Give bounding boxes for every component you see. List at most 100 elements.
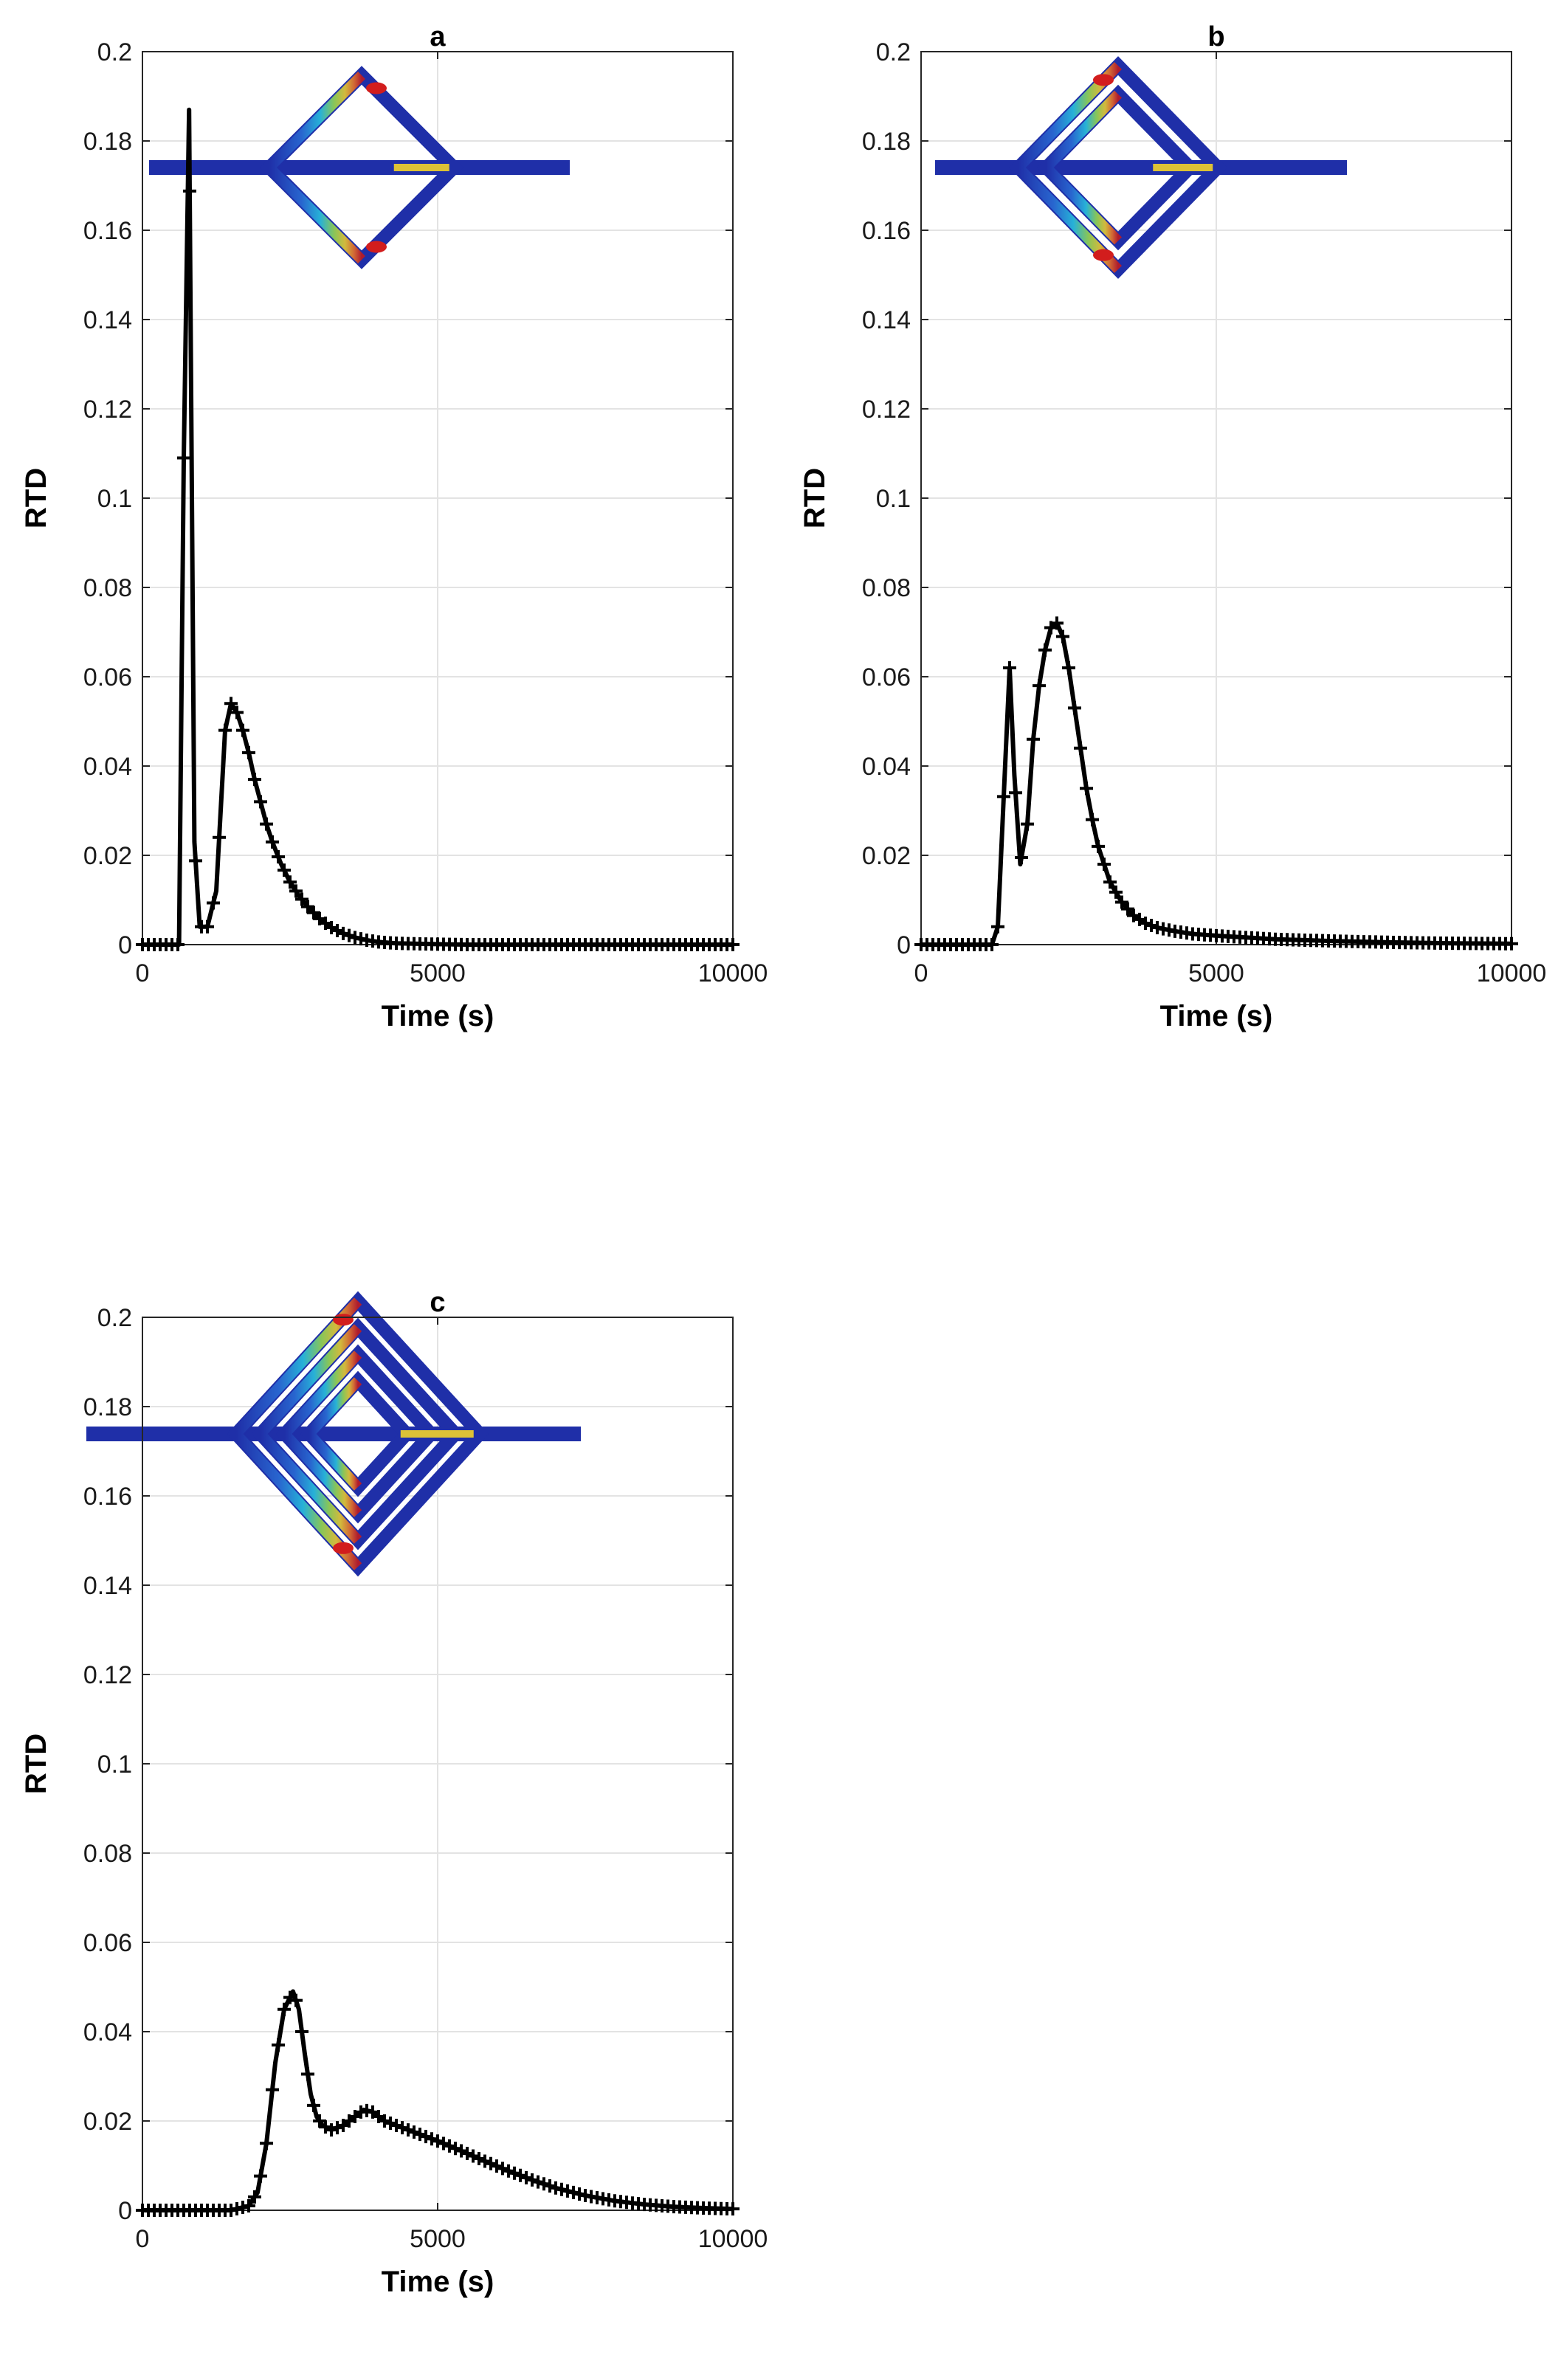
y-tick-label: 0.18 bbox=[83, 1393, 132, 1421]
data-point-marker bbox=[1097, 858, 1111, 872]
hotspot-marker bbox=[1093, 249, 1114, 261]
y-tick-label: 0.02 bbox=[83, 842, 132, 870]
y-tick-label: 0.12 bbox=[83, 396, 132, 424]
velocity-color-band bbox=[262, 72, 365, 263]
data-point-marker bbox=[1021, 817, 1034, 831]
data-point-marker bbox=[207, 896, 220, 910]
hotspot-marker bbox=[333, 1314, 354, 1326]
y-tick-label: 0.08 bbox=[862, 574, 911, 602]
x-axis: 0 5000 10000 bbox=[136, 52, 768, 987]
chart-title: a bbox=[430, 21, 446, 52]
data-point-marker bbox=[1092, 839, 1105, 853]
data-point-marker bbox=[991, 920, 1004, 934]
velocity-color-band bbox=[278, 1351, 362, 1517]
y-tick-label: 0.1 bbox=[97, 1750, 132, 1779]
data-point-marker bbox=[307, 2098, 320, 2112]
data-point-marker bbox=[272, 2038, 285, 2052]
y-tick-label: 0.18 bbox=[862, 128, 911, 156]
y-tick-label: 0.06 bbox=[83, 663, 132, 691]
data-point-marker bbox=[289, 1993, 303, 2007]
data-point-marker bbox=[1003, 660, 1016, 675]
data-point-marker bbox=[201, 920, 214, 934]
data-point-marker bbox=[1050, 616, 1064, 630]
data-point-marker bbox=[1505, 937, 1518, 951]
y-tick-label: 0.2 bbox=[97, 38, 132, 66]
y-axis-label: RTD bbox=[20, 468, 52, 528]
data-point-marker bbox=[248, 2190, 261, 2204]
y-tick-label: 0.2 bbox=[97, 1304, 132, 1332]
data-point-marker bbox=[1080, 782, 1093, 796]
data-point-marker bbox=[230, 706, 244, 720]
velocity-color-band bbox=[253, 1324, 362, 1544]
velocity-color-band bbox=[302, 1377, 362, 1491]
x-tick-label: 10000 bbox=[698, 959, 768, 987]
x-tick-label: 5000 bbox=[410, 2225, 466, 2253]
velocity-color-band bbox=[1039, 90, 1123, 245]
data-point-marker bbox=[1103, 875, 1117, 889]
data-point-marker bbox=[283, 875, 297, 889]
rtd-series bbox=[914, 616, 1518, 951]
velocity-color-band bbox=[229, 1297, 362, 1570]
data-point-marker bbox=[289, 884, 303, 898]
data-point-marker bbox=[213, 830, 226, 844]
data-point-marker bbox=[1038, 643, 1052, 657]
x-tick-label: 10000 bbox=[698, 2225, 768, 2253]
channel-network-inset bbox=[86, 1291, 581, 1577]
x-axis: 0 5000 10000 bbox=[914, 52, 1546, 987]
y-tick-label: 0.04 bbox=[83, 2018, 132, 2046]
y-axis-label: RTD bbox=[799, 468, 831, 528]
y-tick-label: 0.1 bbox=[97, 485, 132, 513]
data-point-marker bbox=[997, 790, 1010, 804]
data-point-marker bbox=[1068, 701, 1081, 715]
data-point-marker bbox=[985, 938, 999, 951]
data-point-marker bbox=[266, 835, 279, 849]
data-point-marker bbox=[1074, 741, 1087, 755]
x-axis-label: Time (s) bbox=[1160, 1000, 1273, 1032]
data-point-marker bbox=[254, 795, 267, 809]
y-tick-label: 0.14 bbox=[83, 1572, 132, 1600]
y-tick-label: 0.2 bbox=[876, 38, 911, 66]
hotspot-marker bbox=[366, 241, 387, 253]
data-point-marker bbox=[1062, 660, 1075, 675]
rtd-series bbox=[136, 1989, 740, 2217]
x-tick-label: 5000 bbox=[410, 959, 466, 987]
chart-panel-c: 0 0.02 0.04 0.06 0.08 0.1 0.12 0.14 0.16 0.18 0.2 0… bbox=[0, 1287, 768, 2380]
y-tick-label: 0.06 bbox=[83, 1929, 132, 1957]
data-point-marker bbox=[242, 745, 255, 759]
data-point-marker bbox=[171, 938, 185, 951]
data-point-marker bbox=[248, 773, 261, 787]
y-tick-label: 0.1 bbox=[876, 485, 911, 513]
data-point-marker bbox=[1115, 895, 1128, 909]
y-tick-label: 0 bbox=[118, 2197, 132, 2225]
data-point-marker bbox=[1009, 786, 1022, 800]
data-point-marker bbox=[236, 723, 249, 737]
data-point-marker bbox=[260, 2136, 273, 2150]
y-tick-label: 0.16 bbox=[862, 217, 911, 245]
grid bbox=[142, 52, 733, 945]
rtd-chart-b: 00.020.040.060.080.10.120.140.160.180.20… bbox=[799, 21, 1546, 1032]
x-axis: 0 5000 10000 bbox=[136, 1317, 768, 2253]
y-tick-label: 0.14 bbox=[83, 306, 132, 334]
data-point-marker bbox=[1109, 885, 1123, 899]
x-axis-label: Time (s) bbox=[382, 2266, 494, 2298]
channel-network-inset bbox=[149, 66, 570, 269]
y-tick-label: 0.18 bbox=[83, 128, 132, 156]
y-tick-label: 0.12 bbox=[83, 1661, 132, 1689]
y-tick-label: 0.02 bbox=[862, 842, 911, 870]
data-point-marker bbox=[177, 451, 190, 465]
data-point-marker bbox=[278, 2002, 291, 2016]
y-tick-label: 0.06 bbox=[862, 663, 911, 691]
y-tick-label: 0.08 bbox=[83, 574, 132, 602]
grid bbox=[142, 1317, 733, 2210]
chart-panel-b: 0 0.02 0.04 0.06 0.08 0.1 0.12 0.14 0.16 0.18 0.2 0… bbox=[779, 21, 1546, 1114]
x-tick-label: 0 bbox=[136, 959, 150, 987]
data-point-marker bbox=[224, 697, 238, 711]
data-point-marker bbox=[1056, 630, 1069, 644]
data-point-marker bbox=[242, 2198, 255, 2212]
y-axis: 0 0.02 0.04 0.06 0.08 0.1 0.12 0.14 0.16 0.18 0.2 bbox=[862, 38, 1512, 959]
hotspot-marker bbox=[366, 82, 387, 94]
data-point-marker bbox=[254, 2169, 267, 2183]
y-tick-label: 0.16 bbox=[83, 1483, 132, 1511]
data-point-marker bbox=[218, 723, 232, 737]
